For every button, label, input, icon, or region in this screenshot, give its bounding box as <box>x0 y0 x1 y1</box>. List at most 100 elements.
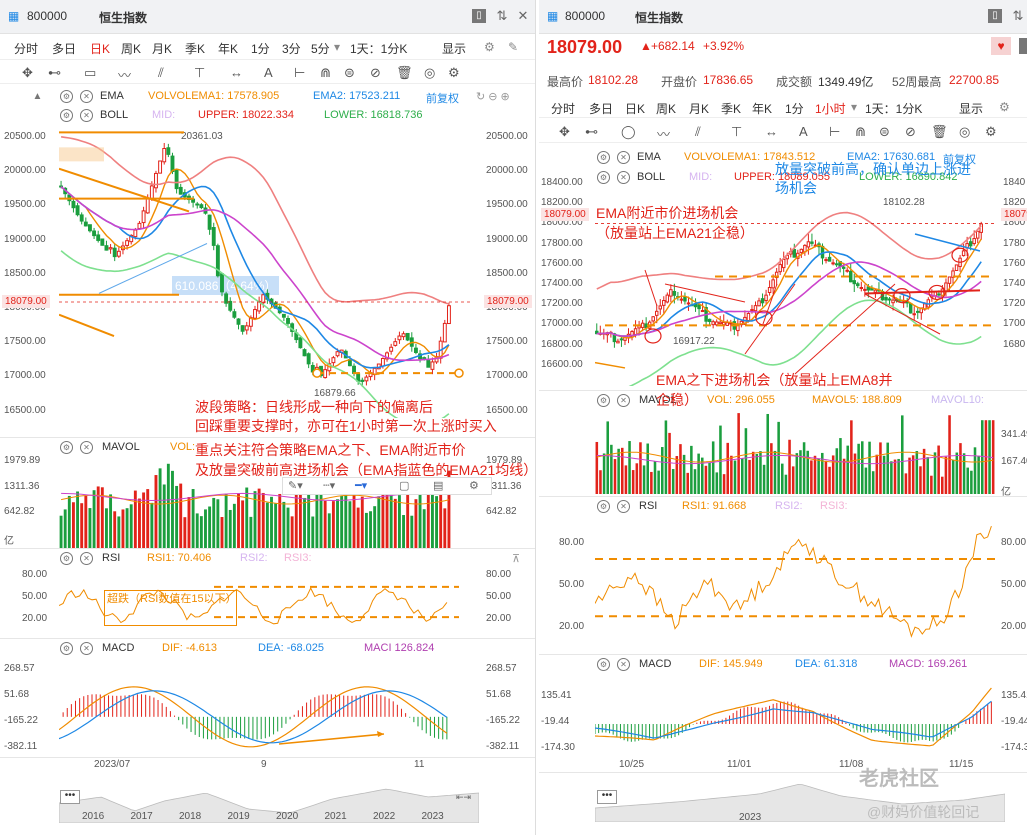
period-item[interactable]: 分时 <box>14 42 39 56</box>
indicator-settings-icon[interactable]: ⚙ <box>60 552 73 565</box>
line-width-icon[interactable]: ━▾ <box>355 480 368 492</box>
period-item[interactable]: 季K <box>721 102 742 116</box>
trash-icon[interactable]: 🗑 <box>931 124 948 139</box>
brush-icon[interactable]: ✎▾ <box>288 480 303 492</box>
history-overview-chart[interactable] <box>595 776 1005 822</box>
text-tool-icon[interactable]: A <box>264 65 273 80</box>
wave-tool-icon[interactable]: 〰 <box>657 127 671 142</box>
period-item[interactable]: 年K <box>752 102 773 116</box>
more-icon[interactable]: ••• <box>597 790 617 804</box>
indicator-settings-icon[interactable]: ⚙ <box>597 171 610 184</box>
indicator-close-icon[interactable]: ✕ <box>80 441 93 454</box>
hide-icon[interactable]: ⊘ <box>905 124 916 139</box>
period-item[interactable]: 多日 <box>52 42 77 56</box>
line-tool-icon[interactable]: ⊷ <box>48 65 61 80</box>
indicator-close-icon[interactable]: ✕ <box>617 151 630 164</box>
period-item[interactable]: 季K <box>185 42 206 56</box>
eye-icon[interactable]: ◎ <box>959 124 971 139</box>
daily-candlestick-chart[interactable] <box>59 126 471 418</box>
period-select[interactable]: 1天：1分K <box>865 102 923 116</box>
parallel-tool-icon[interactable]: ⫽ <box>158 65 164 80</box>
period-item[interactable]: 3分 <box>282 42 301 56</box>
text-tool-icon[interactable]: A <box>799 124 808 139</box>
indicator-close-icon[interactable]: ✕ <box>617 171 630 184</box>
indicator-settings-icon[interactable]: ⚙ <box>60 441 73 454</box>
hide-icon[interactable]: ⊘ <box>370 65 381 80</box>
indicator-settings-icon[interactable]: ⚙ <box>597 394 610 407</box>
period-item[interactable]: 月K <box>152 42 173 56</box>
indicator-settings-icon[interactable]: ⚙ <box>60 642 73 655</box>
fq-button[interactable]: 前复权 <box>943 154 976 166</box>
period-item[interactable]: 1分 <box>785 102 804 116</box>
collapse-icon[interactable]: ⊼ <box>512 553 521 565</box>
indicator-close-icon[interactable]: ✕ <box>80 90 93 103</box>
ruler-icon[interactable]: ⊢ <box>829 124 841 139</box>
wave-tool-icon[interactable]: 〰 <box>118 68 132 83</box>
lock-icon[interactable]: ⊜ <box>344 65 355 80</box>
indicator-settings-icon[interactable]: ⚙ <box>597 500 610 513</box>
history-overview-chart[interactable] <box>59 773 479 823</box>
indicator-close-icon[interactable]: ✕ <box>80 642 93 655</box>
favorite-heart-icon[interactable]: ♥ <box>991 37 1011 55</box>
period-select[interactable]: 1天：1分K <box>350 42 408 56</box>
collapse-icon[interactable]: ▲ <box>32 91 43 102</box>
period-item[interactable]: 分时 <box>551 102 576 116</box>
period-item[interactable]: 周K <box>121 42 142 56</box>
period-item[interactable]: 1分 <box>251 42 270 56</box>
gear-icon[interactable]: ⚙ <box>999 100 1010 114</box>
period-item-active[interactable]: 日K <box>90 42 111 56</box>
trash-icon[interactable]: ▤ <box>433 480 444 492</box>
chevron-down-icon[interactable]: ▾ <box>334 40 341 54</box>
rect-tool-icon[interactable]: ▭ <box>84 65 97 80</box>
tab-code[interactable]: 800000 <box>27 9 68 23</box>
gear-icon[interactable]: ⚙ <box>469 480 479 492</box>
tab-name[interactable]: 恒生指数 <box>99 11 148 25</box>
circle-tool-icon[interactable]: ◯ <box>621 124 636 139</box>
settings-icon[interactable]: ⚙ <box>985 124 997 139</box>
hourly-candlestick-chart[interactable] <box>595 184 995 386</box>
display-button[interactable]: 显示 <box>959 102 984 116</box>
crosshair-icon[interactable]: ✥ <box>559 124 570 139</box>
swap-icon[interactable]: ⇅ <box>496 8 508 23</box>
trash-icon[interactable]: 🗑 <box>396 65 413 80</box>
indicator-settings-icon[interactable]: ⚙ <box>60 90 73 103</box>
fib-tool-icon[interactable]: ⊤ <box>194 65 206 80</box>
indicator-close-icon[interactable]: ✕ <box>80 552 93 565</box>
split-icon[interactable]: ▯ <box>472 9 486 23</box>
arrow-tool-icon[interactable]: ↔ <box>765 124 778 139</box>
fib-tool-icon[interactable]: ⊤ <box>731 124 743 139</box>
more-icon[interactable]: ••• <box>60 790 80 804</box>
indicator-close-icon[interactable]: ✕ <box>617 500 630 513</box>
magnet-icon[interactable]: ⋒ <box>855 124 866 139</box>
lock-icon[interactable]: ▢ <box>399 480 410 492</box>
period-item[interactable]: 月K <box>689 102 710 116</box>
swap-icon[interactable]: ⇅ <box>1012 8 1024 23</box>
split-icon[interactable]: ▯ <box>988 9 1002 23</box>
dash-style-icon[interactable]: ┄▾ <box>323 480 336 492</box>
chevron-down-icon[interactable]: ▾ <box>851 100 858 114</box>
period-item[interactable]: 日K <box>625 102 646 116</box>
ruler-icon[interactable]: ⊢ <box>294 65 306 80</box>
indicator-settings-icon[interactable]: ⚙ <box>60 109 73 122</box>
indicator-settings-icon[interactable]: ⚙ <box>597 658 610 671</box>
tab-code[interactable]: 800000 <box>565 9 606 23</box>
period-item[interactable]: 5分 <box>311 42 330 56</box>
fq-button[interactable]: 前复权 <box>426 93 459 105</box>
magnet-icon[interactable]: ⋒ <box>320 65 331 80</box>
parallel-tool-icon[interactable]: ⫽ <box>695 124 701 139</box>
settings-icon[interactable]: ⚙ <box>448 65 460 80</box>
indicator-close-icon[interactable]: ✕ <box>617 394 630 407</box>
period-item[interactable]: 年K <box>218 42 239 56</box>
lock-icon[interactable]: ⊜ <box>879 124 890 139</box>
line-tool-icon[interactable]: ⊷ <box>585 124 598 139</box>
indicator-settings-icon[interactable]: ⚙ <box>597 151 610 164</box>
eye-icon[interactable]: ◎ <box>424 65 436 80</box>
period-item[interactable]: 周K <box>656 102 677 116</box>
scroll-arrows-icon[interactable]: ⇤⇥ <box>456 792 472 802</box>
arrow-tool-icon[interactable]: ↔ <box>230 65 243 80</box>
pen-icon[interactable]: ✎ <box>508 40 519 54</box>
gear-icon[interactable]: ⚙ <box>484 40 495 54</box>
display-button[interactable]: 显示 <box>442 42 467 56</box>
crosshair-icon[interactable]: ✥ <box>22 65 33 80</box>
more-panel-icon[interactable] <box>1019 38 1027 54</box>
